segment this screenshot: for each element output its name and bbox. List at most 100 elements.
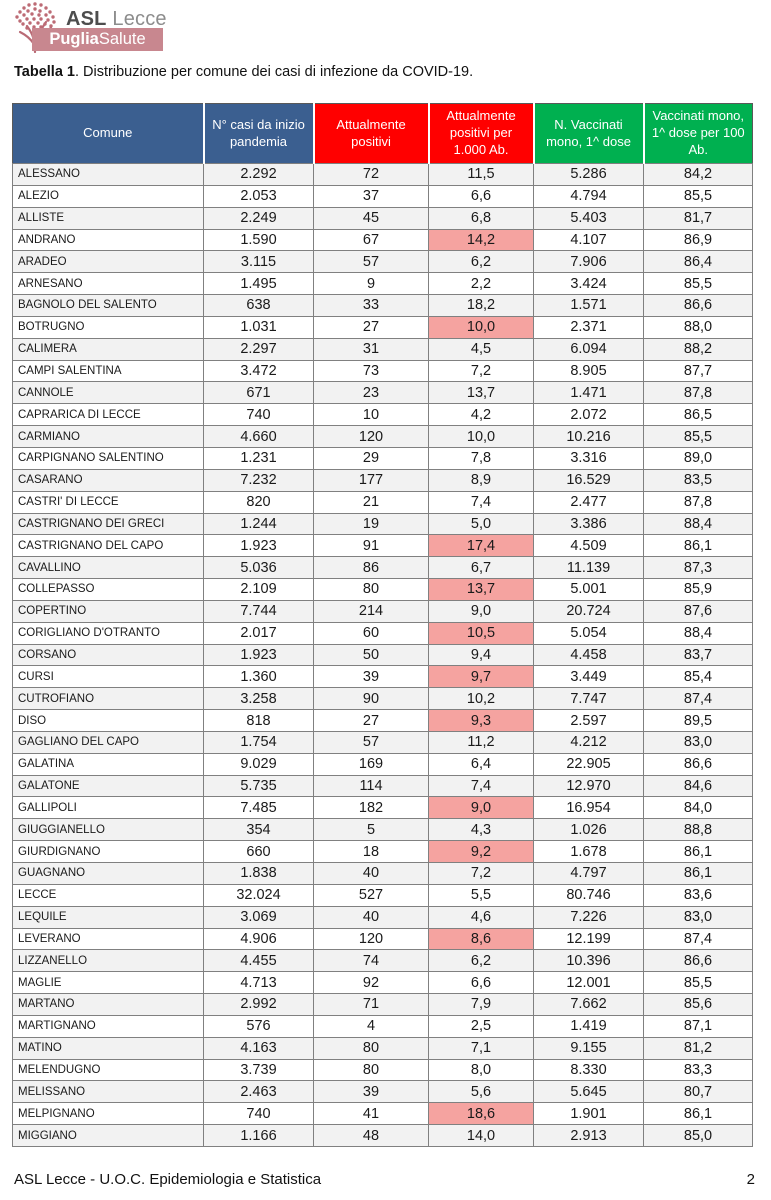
per100-cell: 87,7 <box>643 359 753 383</box>
column-header-per1000: Attualmente positivi per 1.000 Ab. <box>427 103 534 164</box>
table-row: LIZZANELLO 4.455 74 6,2 10.396 86,6 <box>12 949 753 973</box>
per1000-cell: 9,7 <box>428 665 534 689</box>
positivi-cell: 23 <box>313 381 429 405</box>
per1000-cell: 2,5 <box>428 1014 534 1038</box>
positivi-cell: 57 <box>313 250 429 274</box>
puglia-salute-banner: Puglia Salute <box>32 28 163 51</box>
table-row: ARNESANO 1.495 9 2,2 3.424 85,5 <box>12 272 753 296</box>
table-row: GIURDIGNANO 660 18 9,2 1.678 86,1 <box>12 840 753 863</box>
casi-cell: 671 <box>203 381 314 405</box>
casi-cell: 2.297 <box>203 337 314 361</box>
table-row: MELPIGNANO 740 41 18,6 1.901 86,1 <box>12 1102 753 1126</box>
per100-cell: 86,5 <box>643 403 753 427</box>
comune-cell: MIGGIANO <box>12 1124 204 1147</box>
comune-cell: ANDRANO <box>12 228 204 252</box>
page-title: Tabella 1. Distribuzione per comune dei … <box>14 64 473 80</box>
per1000-cell: 7,1 <box>428 1036 534 1060</box>
per1000-cell: 9,4 <box>428 643 534 667</box>
vaccinati-cell: 12.001 <box>533 971 644 995</box>
per1000-cell: 6,6 <box>428 971 534 995</box>
table-row: BAGNOLO DEL SALENTO 638 33 18,2 1.571 86,6 <box>12 294 753 317</box>
per100-cell: 86,1 <box>643 534 753 558</box>
casi-cell: 2.053 <box>203 184 314 208</box>
per100-cell: 81,7 <box>643 206 753 230</box>
table-row: MELENDUGNO 3.739 80 8,0 8.330 83,3 <box>12 1058 753 1082</box>
table-row: GIUGGIANELLO 354 5 4,3 1.026 88,8 <box>12 818 753 842</box>
per1000-cell: 13,7 <box>428 381 534 405</box>
positivi-cell: 19 <box>313 512 429 536</box>
table-row: MARTIGNANO 576 4 2,5 1.419 87,1 <box>12 1014 753 1038</box>
vaccinati-cell: 4.107 <box>533 228 644 252</box>
per1000-cell: 7,9 <box>428 993 534 1016</box>
per1000-cell: 14,0 <box>428 1124 534 1147</box>
per100-cell: 85,9 <box>643 578 753 601</box>
casi-cell: 3.115 <box>203 250 314 274</box>
table-header: Comune N° casi da inizio pandemia Attual… <box>12 103 753 164</box>
comune-cell: GUAGNANO <box>12 862 204 885</box>
per1000-cell: 5,6 <box>428 1080 534 1104</box>
casi-cell: 4.906 <box>203 927 314 951</box>
banner-salute-text: Salute <box>98 30 146 49</box>
casi-cell: 820 <box>203 490 314 514</box>
comune-cell: ALEZIO <box>12 184 204 208</box>
table-row: CORSANO 1.923 50 9,4 4.458 83,7 <box>12 643 753 667</box>
per100-cell: 81,2 <box>643 1036 753 1060</box>
positivi-cell: 73 <box>313 359 429 383</box>
comune-cell: LEQUILE <box>12 905 204 929</box>
comune-cell: CURSI <box>12 665 204 689</box>
comune-cell: CASTRI' DI LECCE <box>12 490 204 514</box>
positivi-cell: 41 <box>313 1102 429 1126</box>
per100-cell: 86,1 <box>643 840 753 863</box>
per1000-cell: 14,2 <box>428 228 534 252</box>
per100-cell: 83,0 <box>643 905 753 929</box>
per1000-cell: 9,0 <box>428 599 534 623</box>
per1000-cell: 7,4 <box>428 490 534 514</box>
per1000-cell: 9,0 <box>428 796 534 820</box>
vaccinati-cell: 7.226 <box>533 905 644 929</box>
positivi-cell: 80 <box>313 1036 429 1060</box>
table-row: COPERTINO 7.744 214 9,0 20.724 87,6 <box>12 599 753 623</box>
positivi-cell: 72 <box>313 163 429 186</box>
positivi-cell: 86 <box>313 556 429 580</box>
positivi-cell: 9 <box>313 272 429 296</box>
covid-distribution-table: Comune N° casi da inizio pandemia Attual… <box>12 103 753 1147</box>
casi-cell: 3.258 <box>203 687 314 711</box>
casi-cell: 2.992 <box>203 993 314 1016</box>
casi-cell: 1.495 <box>203 272 314 296</box>
comune-cell: COPERTINO <box>12 599 204 623</box>
vaccinati-cell: 5.286 <box>533 163 644 186</box>
casi-cell: 740 <box>203 1102 314 1126</box>
positivi-cell: 50 <box>313 643 429 667</box>
casi-cell: 9.029 <box>203 752 314 776</box>
comune-cell: GIURDIGNANO <box>12 840 204 863</box>
casi-cell: 1.031 <box>203 315 314 339</box>
casi-cell: 740 <box>203 403 314 427</box>
per1000-cell: 8,6 <box>428 927 534 951</box>
vaccinati-cell: 2.913 <box>533 1124 644 1147</box>
positivi-cell: 21 <box>313 490 429 514</box>
positivi-cell: 182 <box>313 796 429 820</box>
per100-cell: 84,2 <box>643 163 753 186</box>
positivi-cell: 39 <box>313 1080 429 1104</box>
per1000-cell: 4,2 <box>428 403 534 427</box>
per100-cell: 86,1 <box>643 862 753 885</box>
per100-cell: 85,0 <box>643 1124 753 1147</box>
table-row: MIGGIANO 1.166 48 14,0 2.913 85,0 <box>12 1124 753 1147</box>
casi-cell: 638 <box>203 294 314 317</box>
vaccinati-cell: 8.905 <box>533 359 644 383</box>
comune-cell: CARMIANO <box>12 425 204 448</box>
vaccinati-cell: 22.905 <box>533 752 644 776</box>
comune-cell: CALIMERA <box>12 337 204 361</box>
casi-cell: 1.360 <box>203 665 314 689</box>
positivi-cell: 29 <box>313 446 429 470</box>
logo-lecce-text: Lecce <box>106 8 167 30</box>
table-row: MATINO 4.163 80 7,1 9.155 81,2 <box>12 1036 753 1060</box>
per1000-cell: 7,2 <box>428 862 534 885</box>
positivi-cell: 91 <box>313 534 429 558</box>
vaccinati-cell: 5.403 <box>533 206 644 230</box>
positivi-cell: 4 <box>313 1014 429 1038</box>
casi-cell: 7.485 <box>203 796 314 820</box>
per100-cell: 88,8 <box>643 818 753 842</box>
positivi-cell: 74 <box>313 949 429 973</box>
table-row: GAGLIANO DEL CAPO 1.754 57 11,2 4.212 83,0 <box>12 730 753 754</box>
